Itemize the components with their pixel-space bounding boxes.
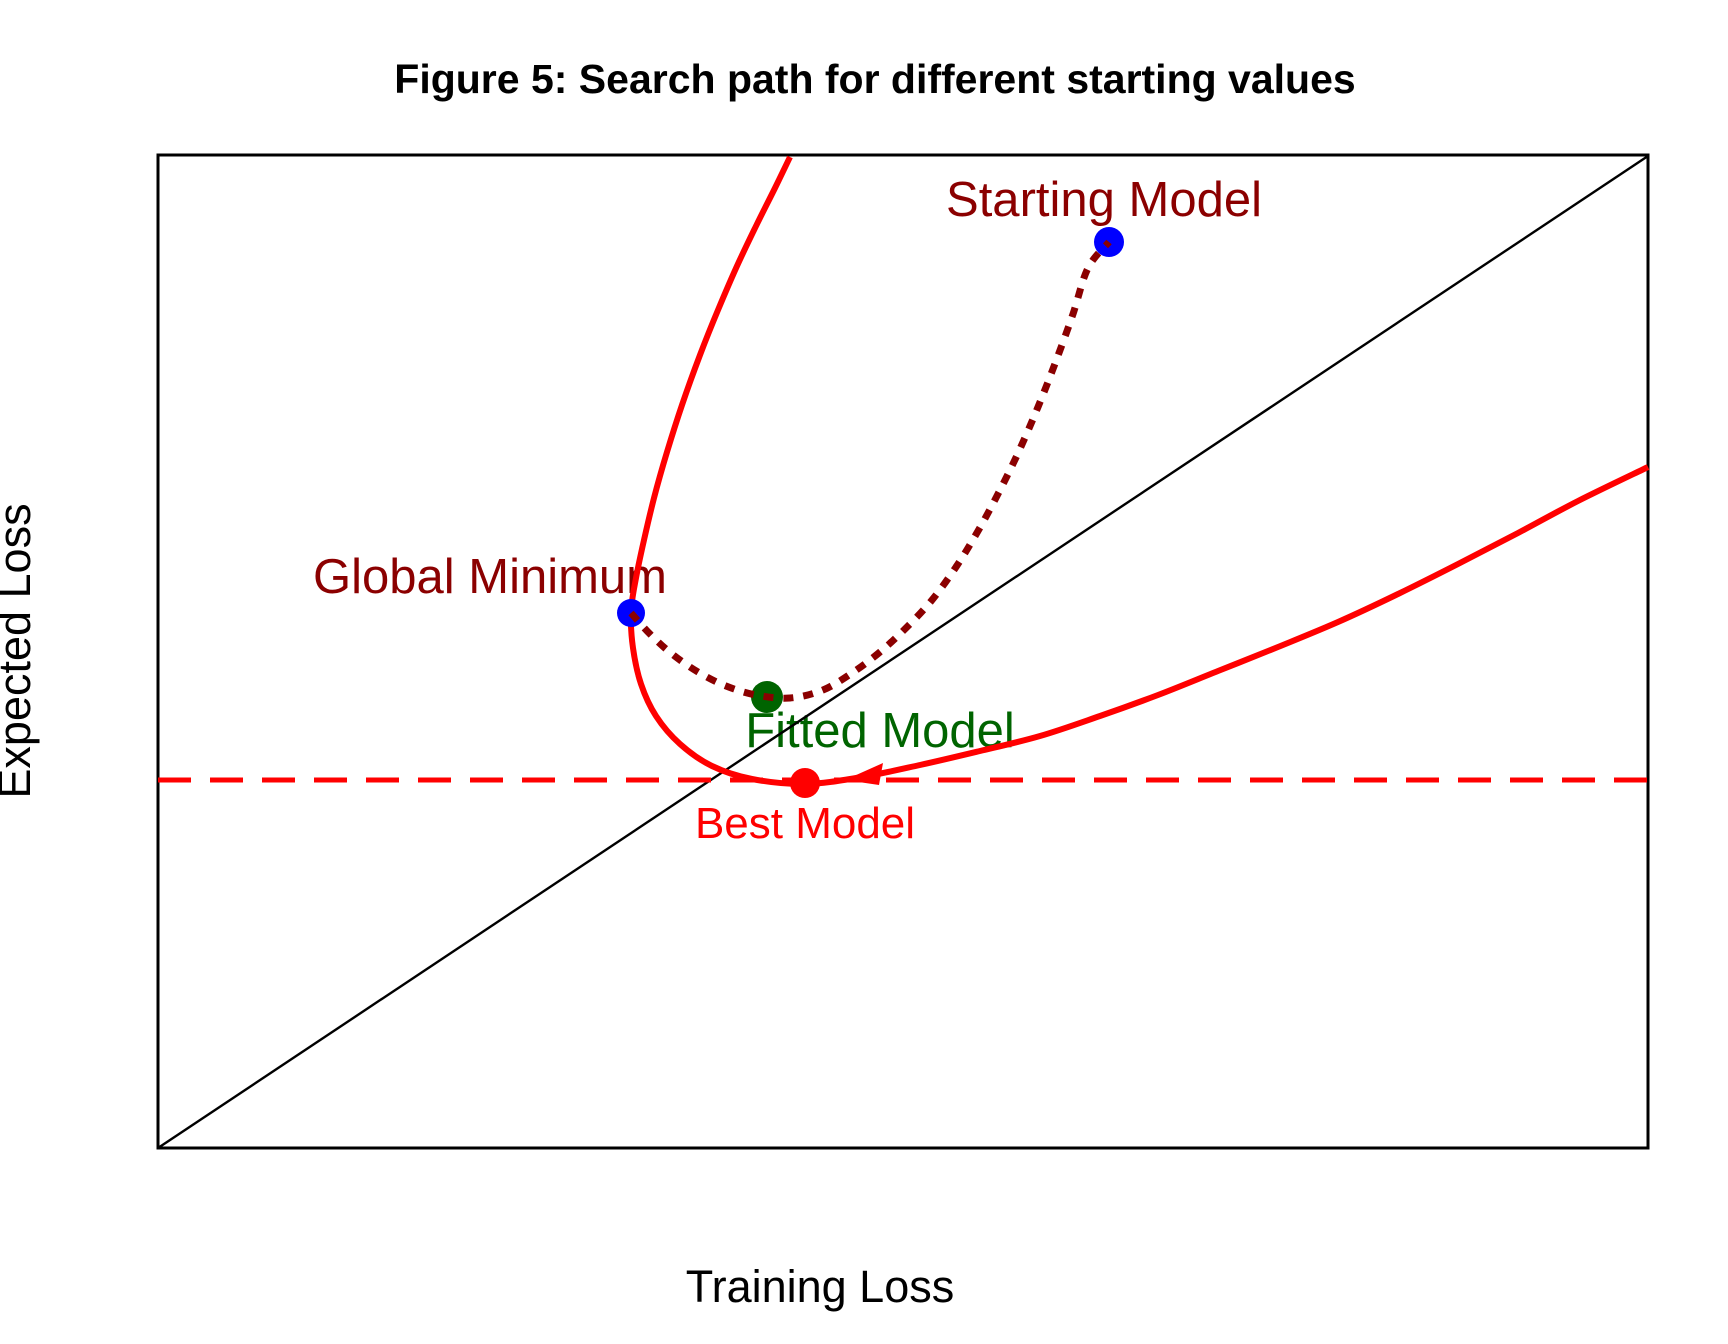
label-best-model: Best Model bbox=[695, 799, 915, 848]
identity-line bbox=[157, 155, 1649, 1149]
line-series-layer bbox=[157, 155, 1650, 1149]
plot-box bbox=[156, 153, 1650, 1150]
x-axis-label: Training Loss bbox=[686, 1261, 954, 1312]
arrowhead-layer bbox=[845, 763, 883, 785]
label-fitted-model: Fitted Model bbox=[745, 704, 1015, 758]
direction-arrowhead bbox=[845, 763, 883, 785]
search-path-layer bbox=[628, 239, 1112, 702]
best-model-point bbox=[790, 768, 820, 798]
annotation-labels: Starting Model Global Minimum Fitted Mod… bbox=[313, 173, 1262, 848]
y-axis-label: Expected Loss bbox=[0, 503, 40, 798]
expected-loss-curve bbox=[627, 155, 1650, 788]
figure-title: Figure 5: Search path for different star… bbox=[394, 56, 1355, 102]
search-path bbox=[628, 239, 1112, 702]
label-global-minimum: Global Minimum bbox=[313, 550, 667, 604]
label-starting-model: Starting Model bbox=[946, 173, 1262, 227]
